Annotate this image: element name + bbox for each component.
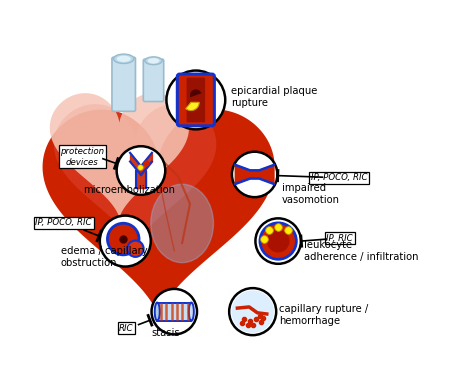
Text: stasis: stasis bbox=[151, 328, 180, 338]
Text: leukocyte
adherence / infiltration: leukocyte adherence / infiltration bbox=[304, 240, 419, 262]
Text: protection
devices: protection devices bbox=[60, 147, 104, 167]
Text: IP, RIC: IP, RIC bbox=[327, 234, 353, 243]
Circle shape bbox=[108, 223, 139, 255]
Ellipse shape bbox=[189, 303, 194, 321]
Ellipse shape bbox=[147, 58, 159, 64]
Wedge shape bbox=[186, 102, 199, 111]
Circle shape bbox=[255, 218, 301, 264]
FancyBboxPatch shape bbox=[187, 78, 205, 122]
FancyBboxPatch shape bbox=[177, 74, 214, 126]
Circle shape bbox=[232, 152, 277, 197]
Polygon shape bbox=[235, 165, 274, 184]
Circle shape bbox=[166, 71, 225, 129]
Polygon shape bbox=[54, 104, 216, 251]
Text: edema / capillary
obstruction: edema / capillary obstruction bbox=[61, 245, 147, 268]
Circle shape bbox=[231, 290, 274, 333]
Circle shape bbox=[267, 230, 290, 252]
Bar bbox=[157, 303, 191, 321]
Circle shape bbox=[229, 288, 276, 335]
Circle shape bbox=[117, 146, 165, 195]
Text: impaired
vasomotion: impaired vasomotion bbox=[282, 183, 340, 205]
Text: RIC: RIC bbox=[119, 324, 134, 332]
FancyBboxPatch shape bbox=[112, 57, 136, 111]
Ellipse shape bbox=[113, 54, 134, 64]
Text: capillary rupture /
hemorrhage: capillary rupture / hemorrhage bbox=[279, 304, 369, 327]
Polygon shape bbox=[43, 109, 274, 319]
Text: IP, POCO, RIC: IP, POCO, RIC bbox=[36, 218, 92, 227]
Text: IP, POCO, RIC: IP, POCO, RIC bbox=[310, 174, 367, 182]
Ellipse shape bbox=[155, 303, 160, 321]
Polygon shape bbox=[50, 93, 189, 219]
Circle shape bbox=[152, 289, 197, 334]
Circle shape bbox=[128, 241, 144, 257]
FancyBboxPatch shape bbox=[143, 59, 164, 102]
Wedge shape bbox=[190, 89, 201, 97]
Circle shape bbox=[260, 223, 296, 259]
Ellipse shape bbox=[145, 57, 162, 65]
Ellipse shape bbox=[151, 184, 213, 263]
Ellipse shape bbox=[117, 56, 131, 62]
Text: epicardial plaque
rupture: epicardial plaque rupture bbox=[231, 86, 318, 109]
Circle shape bbox=[100, 216, 151, 267]
Text: microembolization: microembolization bbox=[83, 185, 175, 195]
